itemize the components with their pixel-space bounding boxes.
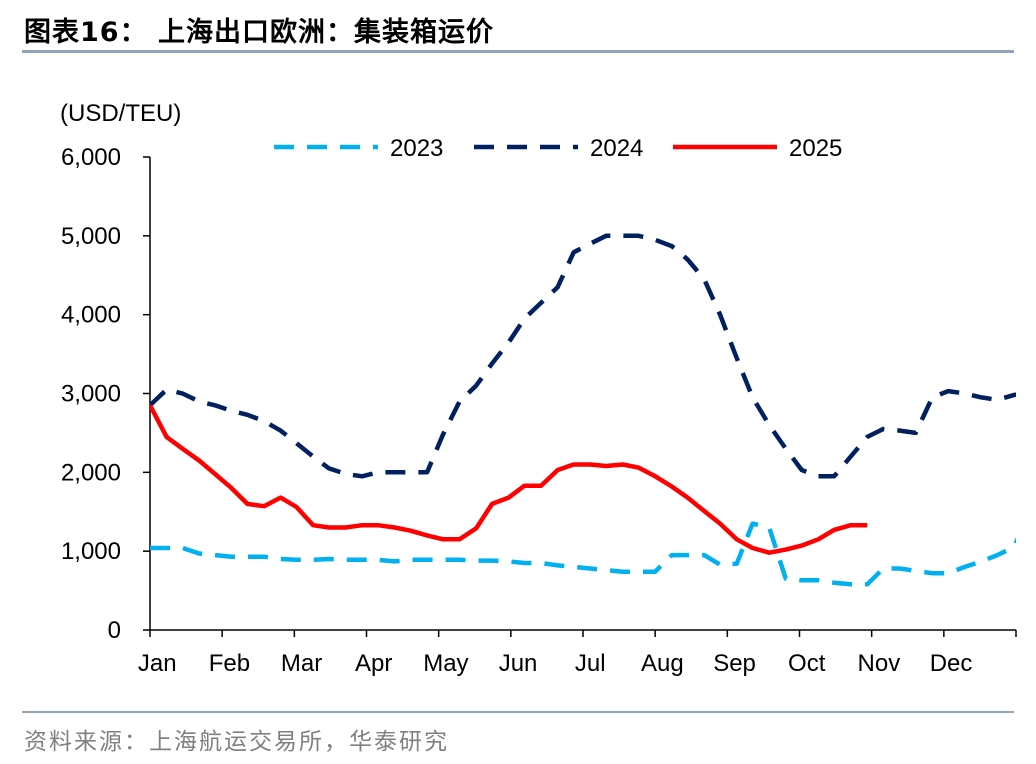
y-tick-label: 2,000: [61, 459, 121, 486]
series-group: [150, 233, 1016, 587]
legend-label-2025: 2025: [789, 135, 842, 162]
footer-divider: [22, 711, 1014, 713]
chart-title: 图表16： 上海出口欧洲：集装箱运价: [24, 17, 494, 48]
x-axis: Jan Feb Mar Apr May Jun Jul Aug Sep Oct Nov Dec: [138, 629, 1017, 677]
y-tick-label: 4,000: [61, 302, 121, 329]
legend: 2023 2024 2025: [274, 135, 842, 162]
series-line-2024: [150, 233, 1016, 479]
x-tick-label: Dec: [930, 650, 973, 677]
y-tick-label: 6,000: [61, 144, 121, 171]
x-tick-label: May: [423, 650, 468, 677]
x-tick-label: Jan: [138, 650, 177, 677]
y-axis: 0 1,000 2,000 3,000 4,000 5,000 6,000: [61, 144, 151, 644]
x-tick-label: Mar: [281, 650, 322, 677]
x-tick-label: Sep: [713, 650, 756, 677]
series-line-2023: [150, 521, 1016, 587]
y-tick-label: 3,000: [61, 381, 121, 408]
y-tick-label: 5,000: [61, 223, 121, 250]
x-tick-label: Aug: [641, 650, 684, 677]
y-tick-label: 1,000: [61, 538, 121, 565]
title-divider: [22, 50, 1014, 53]
y-axis-unit-label: (USD/TEU): [60, 100, 181, 127]
x-tick-label: Jul: [575, 650, 606, 677]
x-tick-label: Apr: [355, 650, 392, 677]
y-tick-label: 0: [108, 617, 121, 644]
x-tick-label: Nov: [858, 650, 901, 677]
legend-label-2024: 2024: [590, 135, 643, 162]
legend-label-2023: 2023: [390, 135, 443, 162]
source-note: 资料来源：上海航运交易所，华泰研究: [24, 729, 449, 755]
x-tick-label: Oct: [788, 650, 826, 677]
x-tick-label: Jun: [499, 650, 538, 677]
series-line-2025: [150, 404, 868, 555]
x-tick-label: Feb: [209, 650, 250, 677]
